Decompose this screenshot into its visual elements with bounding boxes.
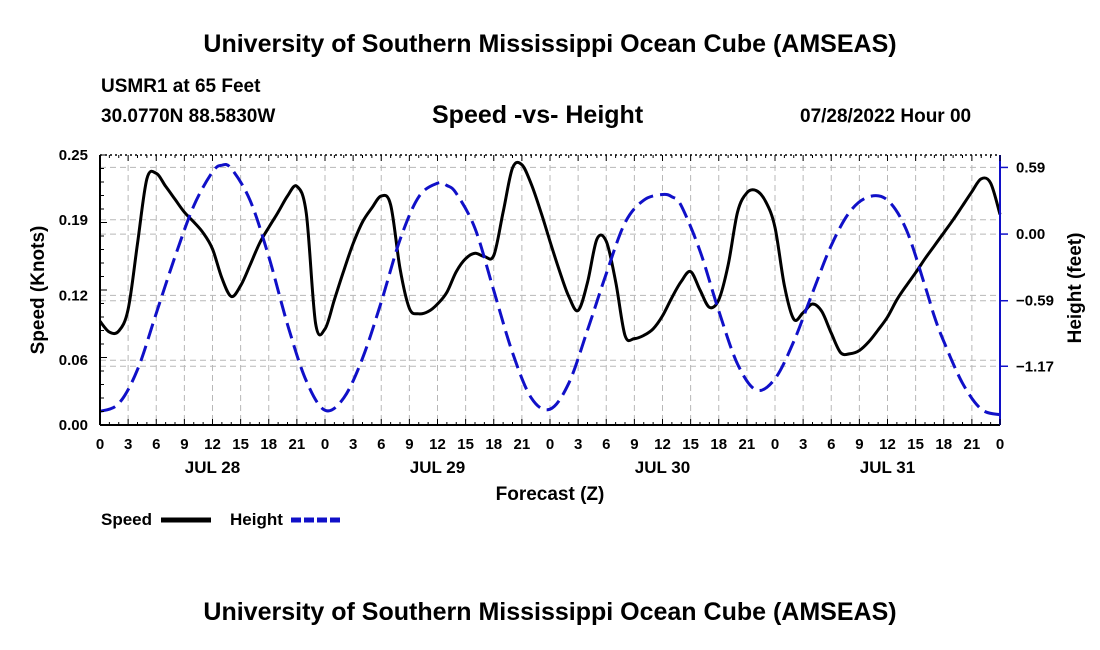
x-tick-label: 0 (546, 436, 554, 453)
x-tick-label: 18 (935, 436, 952, 453)
y-axis-title: Speed (Knots) (28, 226, 49, 355)
page-title: University of Southern Mississippi Ocean… (203, 30, 897, 58)
chart-title: Speed -vs- Height (432, 101, 644, 129)
x-tick-label: 0 (996, 436, 1004, 453)
x-tick-label: 9 (405, 436, 413, 453)
x-tick-label: 15 (682, 436, 699, 453)
x-tick-label: 3 (124, 436, 132, 453)
x-tick-label: 3 (349, 436, 357, 453)
y2-tick-label: −1.17 (1016, 358, 1054, 375)
x-tick-label: 9 (180, 436, 188, 453)
x-tick-label: 6 (152, 436, 160, 453)
series-line-speed (98, 160, 1002, 357)
x-tick-label: 0 (96, 436, 104, 453)
x-tick-label: 21 (289, 436, 306, 453)
series-layer (98, 160, 1002, 417)
x-tick-label: 15 (232, 436, 249, 453)
date-label: JUL 29 (410, 458, 465, 477)
x-tick-label: 18 (485, 436, 502, 453)
station-label: USMR1 at 65 Feet (101, 76, 261, 97)
x-tick-label: 12 (429, 436, 446, 453)
x-tick-label: 18 (710, 436, 727, 453)
x-tick-label: 18 (260, 436, 277, 453)
forecast-datetime: 07/28/2022 Hour 00 (800, 106, 972, 127)
legend-speed-label: Speed (101, 510, 153, 529)
y-tick-label: 0.19 (59, 212, 88, 229)
date-label: JUL 28 (185, 458, 240, 477)
x-tick-label: 0 (321, 436, 329, 453)
x-tick-label: 12 (204, 436, 221, 453)
x-tick-label: 9 (630, 436, 638, 453)
x-tick-label: 6 (602, 436, 610, 453)
x-axis-title: Forecast (Z) (496, 484, 605, 505)
station-coordinates: 30.0770N 88.5830W (101, 106, 276, 127)
axes: 0 3 6 9 12 15 18 21 0 3 6 9 12 15 18 21 0 3 6 9 12 15 18 21 0 3 6 9… (59, 147, 1054, 477)
y2-tick-label: 0.59 (1016, 159, 1045, 176)
y-tick-label: 0.00 (59, 417, 88, 434)
x-tick-label: 12 (879, 436, 896, 453)
date-label: JUL 31 (860, 458, 915, 477)
series-line-height (99, 162, 1001, 417)
x-tick-label: 9 (855, 436, 863, 453)
x-tick-label: 21 (514, 436, 531, 453)
x-tick-label: 21 (739, 436, 756, 453)
y-tick-label: 0.06 (59, 352, 88, 369)
legend-height-label: Height (230, 510, 283, 529)
grid-lines (100, 155, 1000, 425)
x-tick-label: 3 (799, 436, 807, 453)
footer-title: University of Southern Mississippi Ocean… (203, 598, 897, 626)
axis-labels: Forecast (Z) Speed (Knots) Height (feet) (28, 226, 1086, 505)
y2-tick-label: 0.00 (1016, 226, 1045, 243)
y2-tick-label: −0.59 (1016, 293, 1054, 310)
date-label: JUL 30 (635, 458, 690, 477)
x-tick-label: 6 (827, 436, 835, 453)
x-tick-label: 12 (654, 436, 671, 453)
x-tick-label: 15 (457, 436, 474, 453)
x-tick-label: 15 (907, 436, 924, 453)
y2-axis-title: Height (feet) (1065, 233, 1086, 344)
y-tick-label: 0.25 (59, 147, 88, 164)
x-tick-label: 6 (377, 436, 385, 453)
y-tick-label: 0.12 (59, 287, 88, 304)
x-tick-label: 21 (964, 436, 981, 453)
x-tick-label: 3 (574, 436, 582, 453)
x-tick-label: 0 (771, 436, 779, 453)
